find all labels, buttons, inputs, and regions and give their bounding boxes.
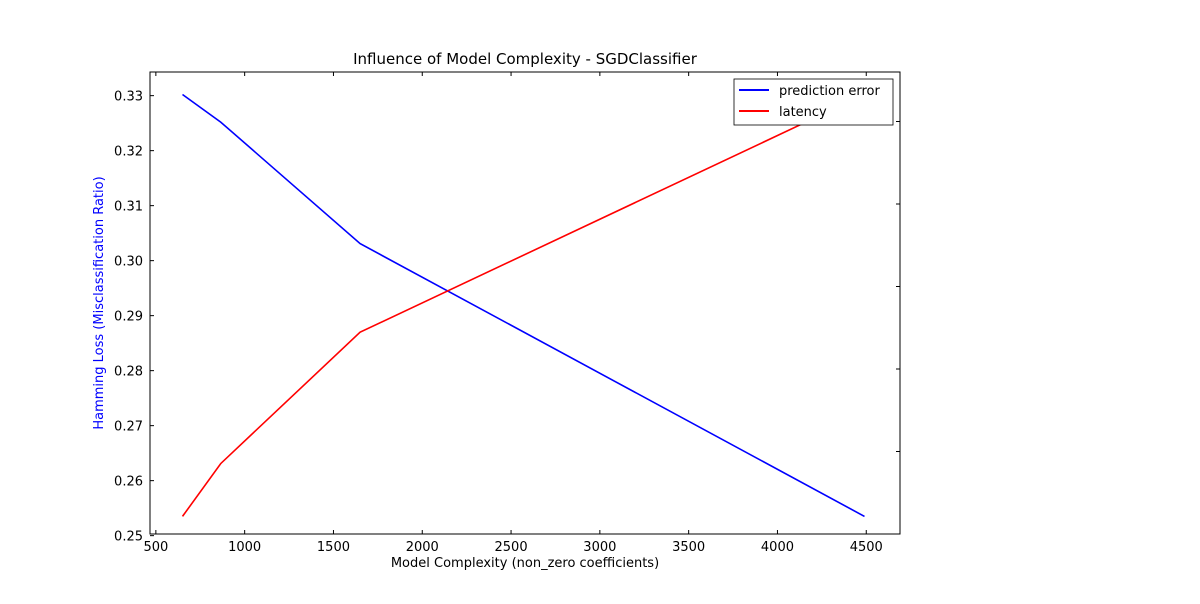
- y-axis-title: Hamming Loss (Misclassification Ratio): [92, 176, 107, 429]
- series-line-latency: [181, 93, 865, 517]
- y-tick-label: 0.31: [114, 200, 143, 215]
- x-tick-label: 1000: [228, 540, 261, 555]
- x-tick-label: 500: [143, 540, 168, 555]
- y-tick-label: 0.29: [114, 310, 143, 325]
- x-tick-label: 4000: [761, 540, 794, 555]
- plot-frame: [149, 71, 901, 535]
- x-tick-label: 4500: [850, 540, 883, 555]
- y-tick-label: 0.30: [114, 255, 143, 270]
- x-tick-label: 2000: [406, 540, 439, 555]
- y-tick-label: 0.28: [114, 365, 143, 380]
- series-layer: [181, 93, 865, 518]
- x-tick-label: 1500: [317, 540, 350, 555]
- series-line-prediction-error: [182, 93, 865, 518]
- x-axis-title: Model Complexity (non_zero coefficients): [391, 556, 659, 571]
- legend-label-prediction-error: prediction error: [779, 84, 880, 99]
- y-tick-label: 0.33: [114, 90, 143, 105]
- legend: prediction error latency: [733, 78, 894, 126]
- y-tick-label: 0.32: [114, 145, 143, 160]
- legend-label-latency: latency: [779, 105, 827, 120]
- ticks-layer: 500 1000 1500 2000 2500 3000 3500 4000 4500 0.25 0…: [114, 72, 900, 555]
- y-tick-label: 0.25: [114, 530, 143, 545]
- y-tick-label: 0.27: [114, 420, 143, 435]
- x-tick-label: 2500: [495, 540, 528, 555]
- y-tick-label: 0.26: [114, 475, 143, 490]
- x-tick-label: 3000: [583, 540, 616, 555]
- x-tick-label: 3500: [672, 540, 705, 555]
- chart-title: Influence of Model Complexity - SGDClass…: [353, 50, 698, 68]
- legend-box: [733, 78, 894, 126]
